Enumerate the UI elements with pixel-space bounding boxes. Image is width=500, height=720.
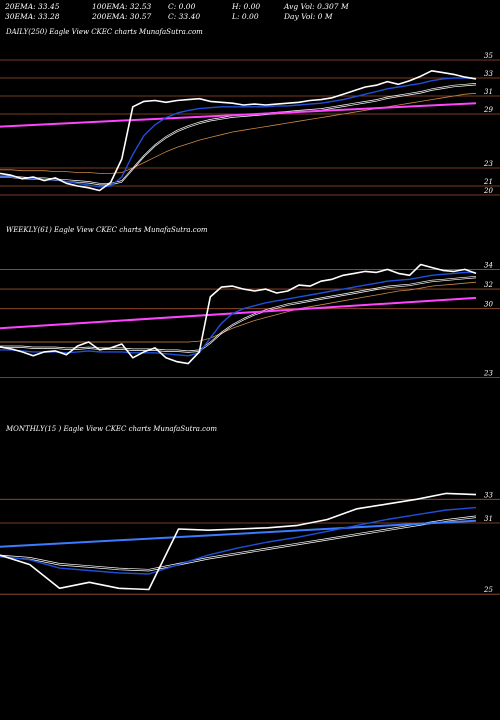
tick-label: 25 [483, 586, 493, 594]
tick-label: 23 [483, 160, 493, 168]
header-day-vol: Day Vol: 0 M [284, 12, 333, 21]
price-series-line [0, 492, 477, 591]
tick-label: 33 [484, 491, 493, 499]
monthly-panel-title: MONTHLY(15 ) Eagle View CKEC charts Muna… [6, 425, 217, 433]
ema-long-series-line [0, 92, 477, 174]
price-series-line [0, 69, 477, 192]
monthly-chart: 33 31 25 [0, 491, 500, 595]
ema-fast-series-line [0, 506, 477, 575]
header-change: C: 0.00 [168, 2, 196, 11]
tick-label: 29 [483, 106, 493, 114]
trend-series-line [0, 519, 477, 548]
tick-label: 31 [484, 515, 493, 523]
header-low: L: 0.00 [232, 12, 259, 21]
weekly-panel-title: WEEKLY(61) Eagle View CKEC charts Munafa… [6, 226, 208, 234]
tick-label: 30 [484, 301, 493, 309]
ema-slow-band-line [0, 517, 477, 572]
tick-label: 35 [484, 52, 493, 60]
ema-slow-band-line [0, 277, 477, 353]
daily-panel-title: DAILY(250) Eagle View CKEC charts Munafa… [6, 28, 203, 36]
price-series-line [0, 263, 477, 365]
trend-series-line [0, 102, 477, 128]
tick-label: 32 [484, 281, 493, 289]
header-close: C: 33.40 [168, 12, 201, 21]
ema-slow-series-line [0, 515, 477, 570]
ema-long-series-line [0, 281, 477, 343]
ema-fast-series-line [0, 77, 476, 188]
tick-label: 21 [483, 178, 493, 186]
header-ema20: 20EMA: 33.45 [5, 2, 60, 11]
tick-label: 31 [484, 88, 493, 96]
ema-slow-band-line [0, 84, 477, 186]
tick-label: 33 [484, 70, 493, 78]
weekly-chart: 34 32 30 23 [0, 261, 500, 378]
ema-slow-series-line [0, 275, 477, 352]
header-avg-vol: Avg Vol: 0.307 M [284, 2, 349, 11]
ema-fast-series-line [0, 271, 476, 357]
header-high: H: 0.00 [232, 2, 261, 11]
tick-label: 20 [483, 187, 493, 195]
tick-label: 23 [483, 369, 493, 377]
tick-label: 34 [484, 261, 493, 269]
header-ema200: 200EMA: 30.57 [92, 12, 152, 21]
header-ema100: 100EMA: 32.53 [92, 2, 152, 11]
trend-series-line [0, 296, 477, 330]
header-ema30: 30EMA: 33.28 [5, 12, 60, 21]
